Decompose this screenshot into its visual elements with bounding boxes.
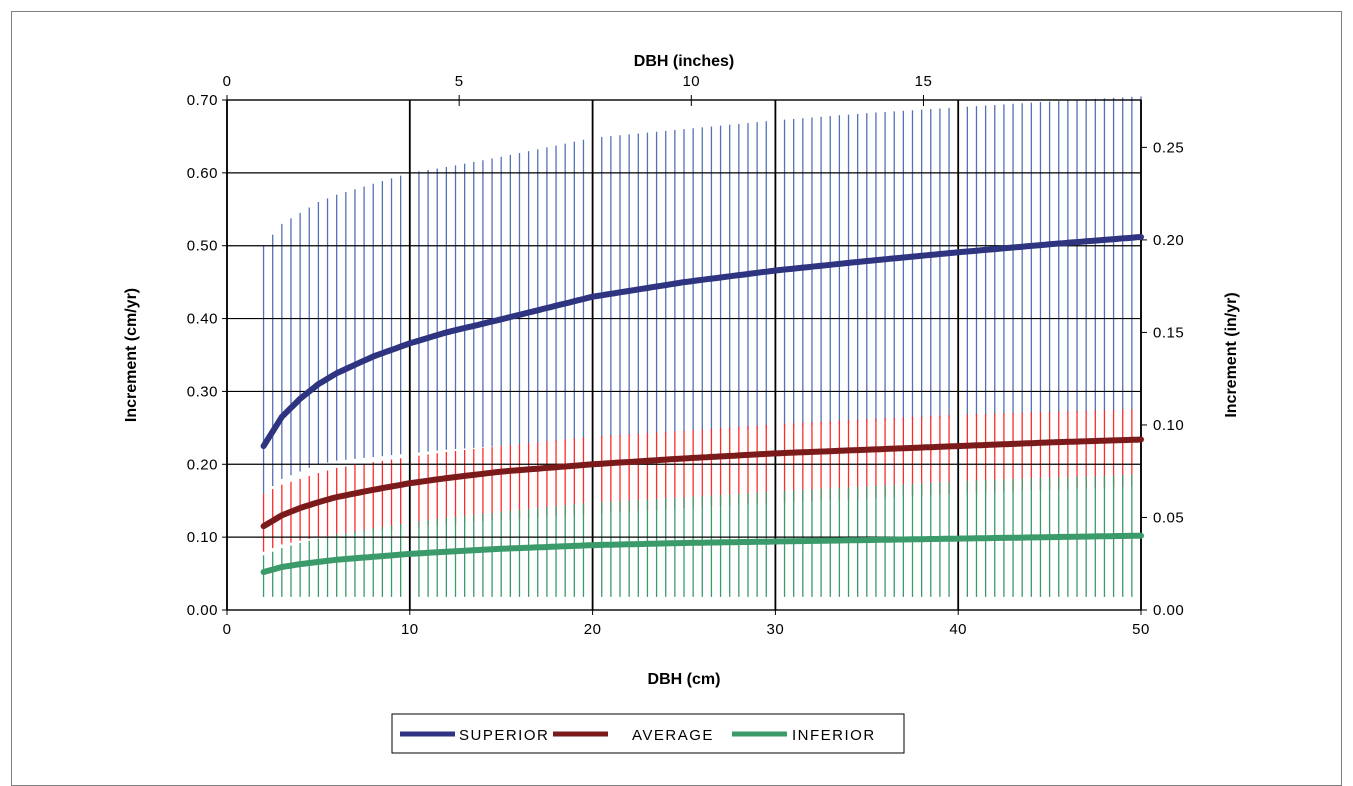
y-tick-label: 0.20 bbox=[187, 456, 218, 473]
y2-axis-title: Increment (in/yr) bbox=[1223, 292, 1240, 417]
y2-tick-label: 0.20 bbox=[1153, 232, 1184, 249]
y2-tick-label: 0.25 bbox=[1153, 139, 1184, 156]
x2-tick-label: 0 bbox=[223, 73, 232, 90]
y-axis-title: Increment (cm/yr) bbox=[123, 288, 140, 422]
y2-tick-label: 0.00 bbox=[1153, 602, 1184, 619]
x-tick-label: 10 bbox=[401, 621, 419, 638]
x-tick-label: 0 bbox=[223, 621, 232, 638]
axis-ticks: 0 10 20 30 40 50 0 5 10 15 0.00 0.10 0.20 0.30 0.40 0.5… bbox=[187, 73, 1184, 638]
x-tick-label: 50 bbox=[1132, 621, 1150, 638]
legend-label-average: AVERAGE bbox=[632, 727, 714, 744]
legend-box bbox=[391, 713, 905, 754]
x-tick-label: 40 bbox=[949, 621, 967, 638]
y2-tick-label: 0.15 bbox=[1153, 324, 1184, 341]
x2-tick-label: 10 bbox=[682, 73, 700, 90]
y-tick-label: 0.70 bbox=[187, 92, 218, 109]
x-tick-label: 30 bbox=[767, 621, 785, 638]
x-tick-label: 20 bbox=[584, 621, 602, 638]
y2-tick-label: 0.05 bbox=[1153, 509, 1184, 526]
y-tick-label: 0.50 bbox=[187, 238, 218, 255]
legend-label-inferior: INFERIOR bbox=[792, 727, 876, 744]
y-tick-label: 0.40 bbox=[187, 311, 218, 328]
y-tick-label: 0.60 bbox=[187, 165, 218, 182]
series-line-average bbox=[260, 436, 1144, 530]
x2-tick-label: 5 bbox=[455, 73, 464, 90]
x2-tick-label: 15 bbox=[915, 73, 933, 90]
y-tick-label: 0.10 bbox=[187, 529, 218, 546]
series-line-inferior bbox=[260, 532, 1144, 576]
series-lines bbox=[260, 234, 1144, 576]
y2-tick-label: 0.10 bbox=[1153, 417, 1184, 434]
plot-area-border bbox=[226, 99, 1142, 611]
legend: SUPERIOR AVERAGE INFERIOR bbox=[391, 713, 905, 754]
y-tick-label: 0.00 bbox=[187, 602, 218, 619]
x-axis-title: DBH (cm) bbox=[648, 671, 721, 688]
x2-axis-title: DBH (inches) bbox=[634, 53, 734, 70]
series-line-superior bbox=[260, 234, 1144, 450]
legend-label-superior: SUPERIOR bbox=[459, 727, 549, 744]
y-tick-label: 0.30 bbox=[187, 383, 218, 400]
